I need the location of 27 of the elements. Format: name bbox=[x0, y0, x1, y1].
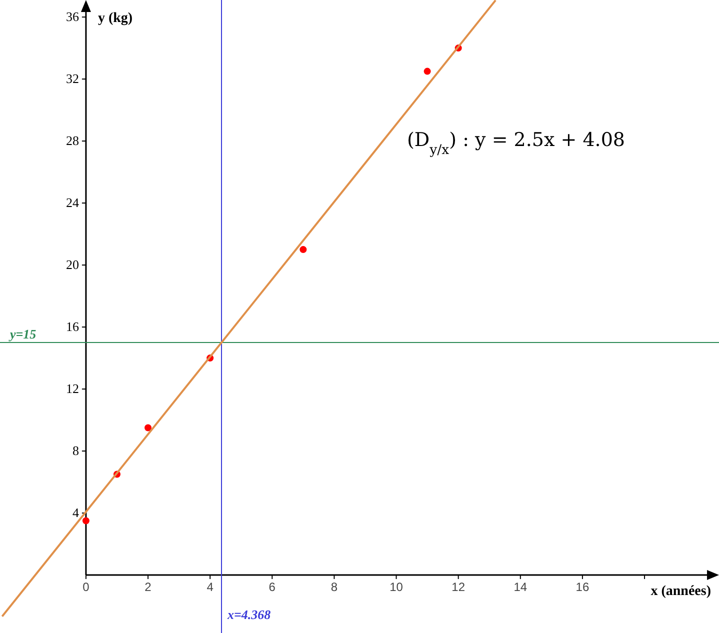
y-tick-label: 24 bbox=[66, 195, 80, 210]
point bbox=[144, 424, 152, 432]
ref-line-label: y=15 bbox=[8, 326, 37, 342]
y-tick-label: 4 bbox=[72, 505, 80, 520]
x-tick-label: 16 bbox=[576, 580, 590, 594]
x-tick-label: 6 bbox=[268, 580, 276, 594]
point bbox=[424, 68, 431, 75]
x-tick-label: 2 bbox=[144, 580, 152, 594]
point bbox=[300, 246, 307, 254]
ref-line-label: x=4.368 bbox=[226, 607, 272, 622]
x-tick-label: 10 bbox=[390, 580, 404, 594]
y-tick-label: 12 bbox=[66, 381, 79, 396]
x-tick-label: 4 bbox=[206, 580, 214, 594]
x-tick-label: 12 bbox=[452, 580, 466, 594]
y-tick-label: 20 bbox=[66, 257, 79, 272]
x-tick-label: 14 bbox=[514, 580, 528, 594]
x-tick-label: 8 bbox=[330, 580, 338, 594]
x-axis-title: x (années) bbox=[650, 584, 712, 600]
y-tick-label: 36 bbox=[66, 9, 80, 24]
annotation: (D$_{y/x}$) : y = 2.5x + 4.08 bbox=[407, 129, 626, 158]
y-tick-label: 28 bbox=[66, 133, 79, 148]
y-tick-label: 16 bbox=[66, 319, 80, 334]
y-axis-title: y (kg) bbox=[98, 11, 133, 26]
x-tick-label: 0 bbox=[82, 580, 90, 594]
y-tick-label: 32 bbox=[66, 71, 79, 86]
y-tick-label: 8 bbox=[72, 443, 79, 458]
point bbox=[82, 517, 90, 524]
